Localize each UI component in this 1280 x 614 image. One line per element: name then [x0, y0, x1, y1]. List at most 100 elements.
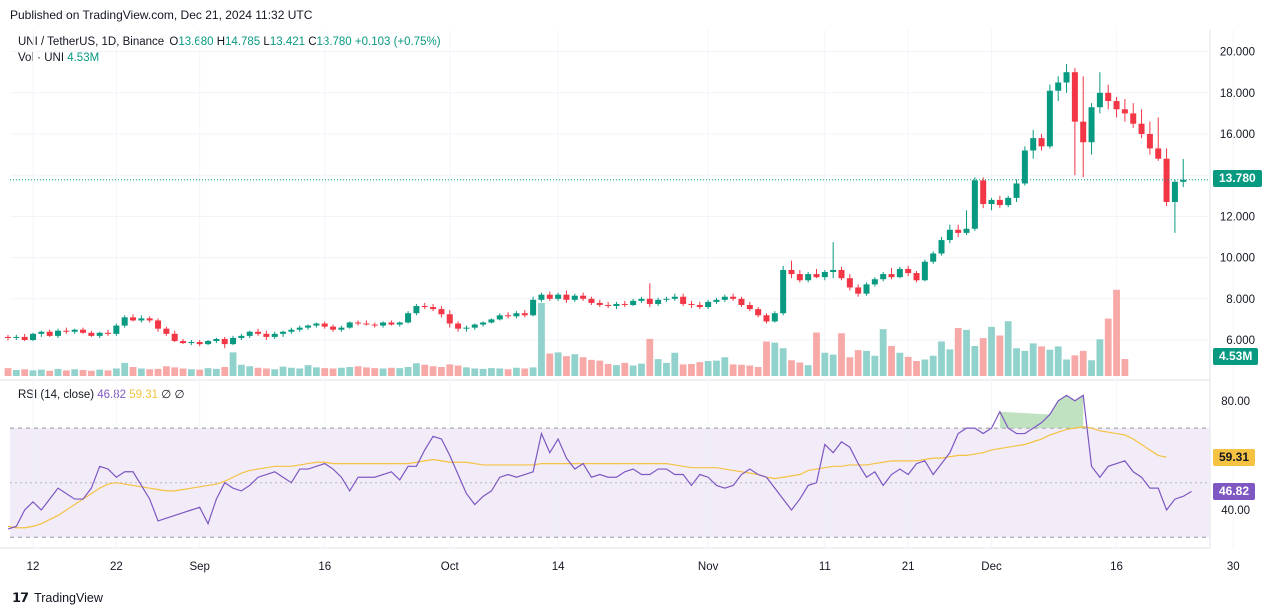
candle-body — [221, 338, 228, 345]
volume-bar — [363, 367, 370, 376]
volume-bar — [996, 335, 1004, 376]
volume-bar — [538, 302, 545, 376]
candle-body — [155, 320, 162, 329]
volume-bar — [954, 328, 962, 376]
volume-bar — [1104, 318, 1112, 376]
candle-body — [196, 342, 203, 345]
volume-bar — [513, 367, 520, 376]
rsi-ma-line — [7, 426, 1167, 529]
volume-bar — [946, 349, 954, 376]
candle-body — [280, 331, 287, 334]
candle-body — [1088, 107, 1095, 143]
rsi-ma-badge: 59.31 — [1213, 449, 1256, 466]
change-value: +0.103 (+0.75%) — [354, 36, 441, 48]
volume-bar — [546, 353, 554, 376]
candle-body — [1021, 150, 1028, 184]
candle-body — [105, 332, 112, 334]
time-tick-label: 16 — [318, 561, 331, 573]
volume-bar — [254, 367, 262, 376]
candle-body — [946, 229, 953, 241]
candle-body — [346, 322, 353, 328]
brand-footer[interactable]: 𝟭𝟳 TradingView — [12, 590, 103, 606]
candle-body — [588, 298, 595, 303]
volume-bar — [738, 364, 745, 376]
candle-body — [380, 322, 387, 326]
candle-body — [413, 306, 420, 314]
candle-body — [1046, 90, 1053, 147]
candle-body — [1138, 123, 1145, 134]
candle-body — [613, 303, 620, 307]
candle-body — [46, 331, 53, 336]
rsi-value: 46.82 — [97, 389, 127, 401]
volume-bar — [929, 355, 937, 376]
rsi-badge: 46.82 — [1213, 483, 1256, 500]
volume-bar — [112, 368, 120, 376]
open-label: O — [169, 36, 179, 48]
volume-bar — [479, 368, 487, 376]
volume-bar — [237, 364, 245, 376]
candle-body — [788, 269, 795, 275]
volume-bar — [446, 364, 454, 376]
symbol-label: UNI / TetherUS, 1D, Binance — [18, 36, 165, 48]
volume-bar — [187, 369, 195, 376]
volume-bar — [212, 368, 220, 376]
price-legend: UNI / TetherUS, 1D, Binance O13.680 H14.… — [18, 36, 441, 48]
candle-body — [621, 303, 628, 305]
candle-body — [238, 335, 245, 338]
volume-bar — [654, 359, 662, 376]
volume-bar — [396, 368, 404, 376]
candle-body — [755, 309, 762, 316]
candle-body — [138, 318, 145, 321]
high-value: 14.785 — [225, 36, 261, 48]
candle-body — [496, 315, 503, 320]
volume-bar — [646, 338, 654, 376]
candle-body — [696, 304, 703, 308]
candle-body — [830, 269, 837, 273]
volume-bar — [129, 367, 137, 376]
volume-bar — [329, 368, 337, 376]
volume-bar — [971, 346, 979, 376]
candle-body — [905, 268, 912, 274]
time-tick-label: 21 — [902, 561, 915, 573]
volume-bar — [1046, 349, 1054, 376]
candle-body — [838, 269, 845, 279]
candle-body — [530, 299, 537, 316]
volume-bar — [421, 364, 429, 376]
time-tick-label: 12 — [27, 561, 40, 573]
rsi-label: RSI (14, close) — [18, 389, 95, 401]
candle-body — [646, 298, 653, 304]
volume-bar — [321, 368, 329, 376]
volume-bar — [913, 361, 920, 376]
volume-bar — [262, 368, 270, 376]
price-tick-label: 16.000 — [1220, 129, 1255, 141]
volume-bar — [871, 355, 879, 376]
candle-body — [1013, 183, 1020, 198]
volume-bar — [354, 366, 362, 376]
candle-body — [913, 273, 920, 281]
candle-body — [680, 296, 687, 304]
candle-body — [130, 317, 137, 321]
rsi-overbought-fill — [999, 395, 1084, 429]
volume-bar — [346, 367, 354, 376]
volume-bar — [463, 367, 470, 376]
candle-body — [5, 336, 11, 338]
volume-bar — [1054, 346, 1062, 376]
volume-bar — [679, 364, 687, 376]
volume-bar — [1113, 289, 1120, 376]
candle-body — [1121, 109, 1128, 114]
volume-badge: 4.53M — [1213, 348, 1259, 365]
volume-bar — [813, 332, 820, 376]
volume-bar — [338, 367, 345, 376]
candle-body — [813, 274, 820, 278]
volume-bar — [788, 360, 795, 376]
rsi-legend: RSI (14, close) 46.82 59.31 ∅ ∅ — [18, 387, 185, 401]
candle-body — [488, 319, 495, 323]
candle-body — [846, 278, 853, 288]
candle-body — [388, 322, 395, 325]
candle-body — [996, 199, 1003, 206]
volume-bar — [388, 367, 395, 376]
volume-bar — [96, 369, 104, 376]
volume-bar — [804, 365, 812, 376]
candle-body — [1180, 179, 1187, 182]
